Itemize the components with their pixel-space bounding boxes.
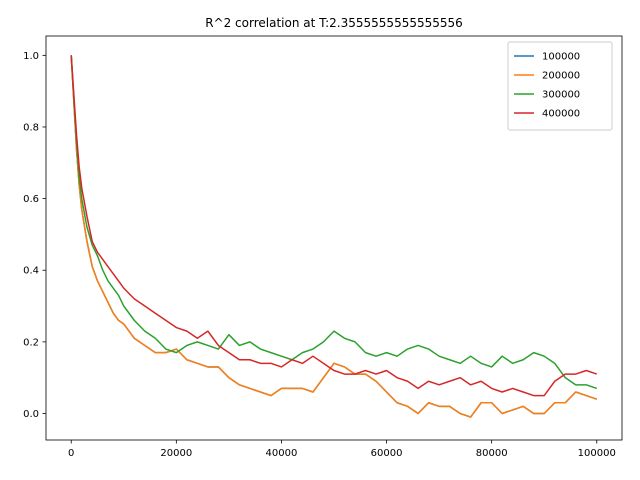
chart-title: R^2 correlation at T:2.3555555555555556 xyxy=(205,16,463,30)
legend-label: 300000 xyxy=(542,90,580,101)
legend-label: 100000 xyxy=(542,52,580,63)
series-line-2 xyxy=(70,55,598,390)
legend-label: 200000 xyxy=(542,71,580,82)
plot-area xyxy=(70,55,598,418)
y-axis: 0.0 0.2 0.4 0.6 0.8 1.0 xyxy=(23,51,46,420)
y-tick-label: 0.0 xyxy=(23,409,39,420)
axes-frame xyxy=(45,35,623,441)
y-tick-label: 0.6 xyxy=(23,194,39,205)
y-tick-label: 1.0 xyxy=(23,51,39,62)
y-tick-label: 0.4 xyxy=(23,266,39,277)
y-tick-label: 0.2 xyxy=(23,337,39,348)
legend-box xyxy=(507,41,613,131)
x-tick-label: 80000 xyxy=(476,448,508,459)
legend: 100000 200000 300000 400000 xyxy=(507,41,613,131)
x-tick-label: 100000 xyxy=(578,448,616,459)
x-tick-label: 20000 xyxy=(160,448,192,459)
legend-label: 400000 xyxy=(542,109,580,120)
y-tick-label: 0.8 xyxy=(23,122,39,133)
series-line-1 xyxy=(70,55,598,418)
x-tick-label: 0 xyxy=(68,448,74,459)
x-tick-label: 40000 xyxy=(266,448,298,459)
x-axis: 0 20000 40000 60000 80000 100000 xyxy=(68,440,616,459)
x-tick-label: 60000 xyxy=(371,448,403,459)
series-line-3 xyxy=(70,55,598,397)
